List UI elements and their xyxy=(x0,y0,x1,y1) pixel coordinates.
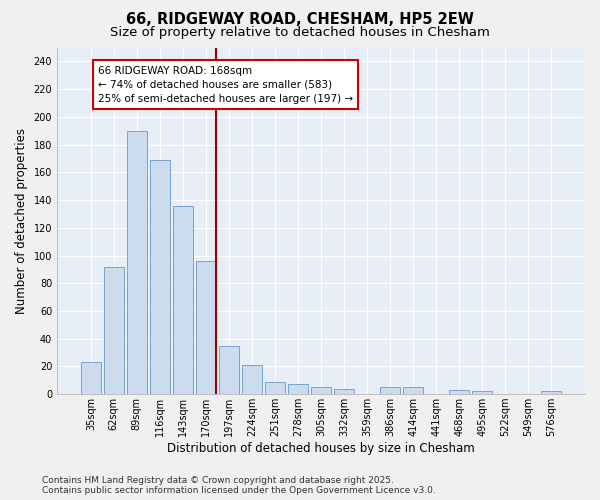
Bar xyxy=(472,392,492,394)
Bar xyxy=(311,387,331,394)
Text: Size of property relative to detached houses in Chesham: Size of property relative to detached ho… xyxy=(110,26,490,39)
Bar xyxy=(127,130,146,394)
Bar xyxy=(81,362,101,394)
Text: Contains HM Land Registry data © Crown copyright and database right 2025.
Contai: Contains HM Land Registry data © Crown c… xyxy=(42,476,436,495)
Text: 66, RIDGEWAY ROAD, CHESHAM, HP5 2EW: 66, RIDGEWAY ROAD, CHESHAM, HP5 2EW xyxy=(126,12,474,28)
Bar xyxy=(265,382,285,394)
Bar xyxy=(380,387,400,394)
Bar xyxy=(173,206,193,394)
Bar xyxy=(196,261,216,394)
Bar xyxy=(150,160,170,394)
Bar xyxy=(219,346,239,394)
Y-axis label: Number of detached properties: Number of detached properties xyxy=(15,128,28,314)
Bar xyxy=(403,387,423,394)
Bar xyxy=(104,266,124,394)
Bar xyxy=(288,384,308,394)
Bar xyxy=(541,392,561,394)
Bar xyxy=(334,388,354,394)
Bar xyxy=(242,365,262,394)
X-axis label: Distribution of detached houses by size in Chesham: Distribution of detached houses by size … xyxy=(167,442,475,455)
Text: 66 RIDGEWAY ROAD: 168sqm
← 74% of detached houses are smaller (583)
25% of semi-: 66 RIDGEWAY ROAD: 168sqm ← 74% of detach… xyxy=(98,66,353,104)
Bar xyxy=(449,390,469,394)
